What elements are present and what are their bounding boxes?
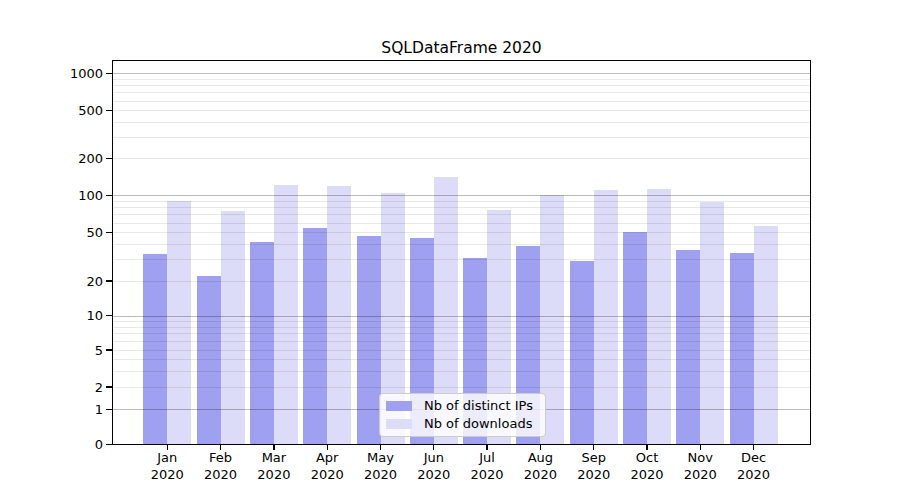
y-tick-mark: [106, 232, 112, 233]
y-tick-mark: [106, 444, 112, 445]
plot-area: [112, 60, 812, 445]
figure: SQLDataFrame 2020 0 1 2 5 10 20 50 100 200 500 100…: [0, 0, 900, 500]
y-tick-mark: [106, 280, 112, 281]
x-tick-label-month: May: [354, 450, 408, 467]
legend-swatch-nb-of-distinct-ips: [386, 401, 412, 411]
x-tick-label: Apr2020: [300, 450, 354, 483]
x-tick-label: Nov2020: [673, 450, 727, 483]
y-tick-label: 1000: [33, 66, 103, 81]
legend-label: Nb of distinct IPs: [424, 398, 533, 414]
x-tick-label-year: 2020: [300, 467, 354, 484]
y-tick-label: 200: [33, 151, 103, 166]
legend: Nb of distinct IPs Nb of downloads: [379, 393, 546, 437]
x-tick-label-year: 2020: [460, 467, 514, 484]
legend-item-nb-of-distinct-ips: Nb of distinct IPs: [380, 397, 545, 415]
x-tick-label-year: 2020: [194, 467, 248, 484]
y-tick-label: 500: [33, 103, 103, 118]
x-tick-label: Jun2020: [407, 450, 461, 483]
x-tick-label-month: Jul: [460, 450, 514, 467]
x-tick-label-month: Jan: [140, 450, 194, 467]
y-tick-label: 100: [33, 188, 103, 203]
x-tick-label: Oct2020: [620, 450, 674, 483]
y-tick-label: 0: [33, 437, 103, 452]
y-tick-label: 2: [33, 380, 103, 395]
x-tick-label-year: 2020: [567, 467, 621, 484]
y-tick-mark: [106, 110, 112, 111]
y-tick-mark: [106, 409, 112, 410]
x-tick-label: Feb2020: [194, 450, 248, 483]
y-tick-mark: [106, 195, 112, 196]
x-tick-label-month: Nov: [673, 450, 727, 467]
x-tick-label-month: Dec: [727, 450, 781, 467]
x-tick-label-year: 2020: [513, 467, 567, 484]
x-tick-label-month: Aug: [513, 450, 567, 467]
x-tick-label-year: 2020: [247, 467, 301, 484]
x-tick-label-year: 2020: [620, 467, 674, 484]
x-tick-label: Aug2020: [513, 450, 567, 483]
x-tick-label: Dec2020: [727, 450, 781, 483]
x-tick-label-month: Jun: [407, 450, 461, 467]
x-tick-label-month: Sep: [567, 450, 621, 467]
y-tick-label: 10: [33, 308, 103, 323]
y-tick-label: 50: [33, 225, 103, 240]
x-tick-label-year: 2020: [140, 467, 194, 484]
legend-item-nb-of-downloads: Nb of downloads: [380, 415, 545, 433]
x-tick-label-year: 2020: [673, 467, 727, 484]
x-tick-label-year: 2020: [407, 467, 461, 484]
y-tick-label: 1: [33, 402, 103, 417]
legend-label: Nb of downloads: [424, 416, 532, 432]
x-tick-label: Sep2020: [567, 450, 621, 483]
x-tick-label-month: Mar: [247, 450, 301, 467]
chart-title: SQLDataFrame 2020: [112, 38, 811, 58]
y-tick-label: 20: [33, 274, 103, 289]
x-tick-label-year: 2020: [727, 467, 781, 484]
legend-swatch-nb-of-downloads: [386, 419, 412, 429]
y-tick-mark: [106, 315, 112, 316]
y-tick-mark: [106, 349, 112, 350]
x-tick-label-month: Feb: [194, 450, 248, 467]
x-tick-label: Mar2020: [247, 450, 301, 483]
y-tick-mark: [106, 158, 112, 159]
x-tick-label-month: Oct: [620, 450, 674, 467]
y-tick-mark: [106, 73, 112, 74]
y-tick-mark: [106, 386, 112, 387]
y-tick-label: 5: [33, 343, 103, 358]
x-tick-label: Jan2020: [140, 450, 194, 483]
x-tick-label: Jul2020: [460, 450, 514, 483]
x-tick-label-month: Apr: [300, 450, 354, 467]
x-tick-label: May2020: [354, 450, 408, 483]
x-tick-label-year: 2020: [354, 467, 408, 484]
